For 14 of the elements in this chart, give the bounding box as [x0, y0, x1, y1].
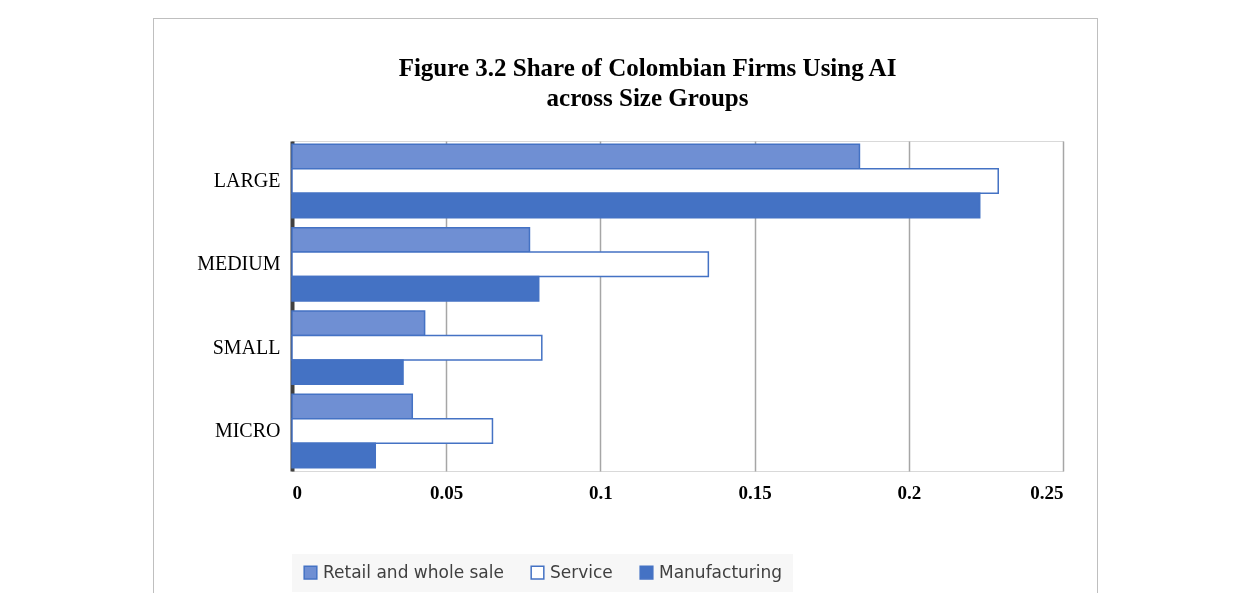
y-tick-label: SMALL — [212, 335, 281, 358]
y-tick-label: MICRO — [214, 419, 281, 441]
legend-label: Manufacturing — [659, 561, 783, 582]
x-tick-label: 0.15 — [738, 481, 772, 503]
x-tick-label: 0.25 — [1030, 481, 1064, 503]
x-tick-label: 0.2 — [897, 481, 922, 503]
legend-label: Retail and whole sale — [323, 561, 504, 582]
x-tick-label: 0.1 — [589, 481, 613, 503]
x-tick-label: 0.05 — [430, 481, 464, 503]
chart-title: Figure 3.2 Share of Colombian Firms Using AI across Size Groups — [398, 54, 897, 111]
legend-label: Service — [550, 561, 613, 582]
y-tick-label: MEDIUM — [197, 252, 281, 275]
x-tick-label: 0 — [292, 481, 302, 503]
y-tick-label: LARGE — [213, 169, 281, 191]
